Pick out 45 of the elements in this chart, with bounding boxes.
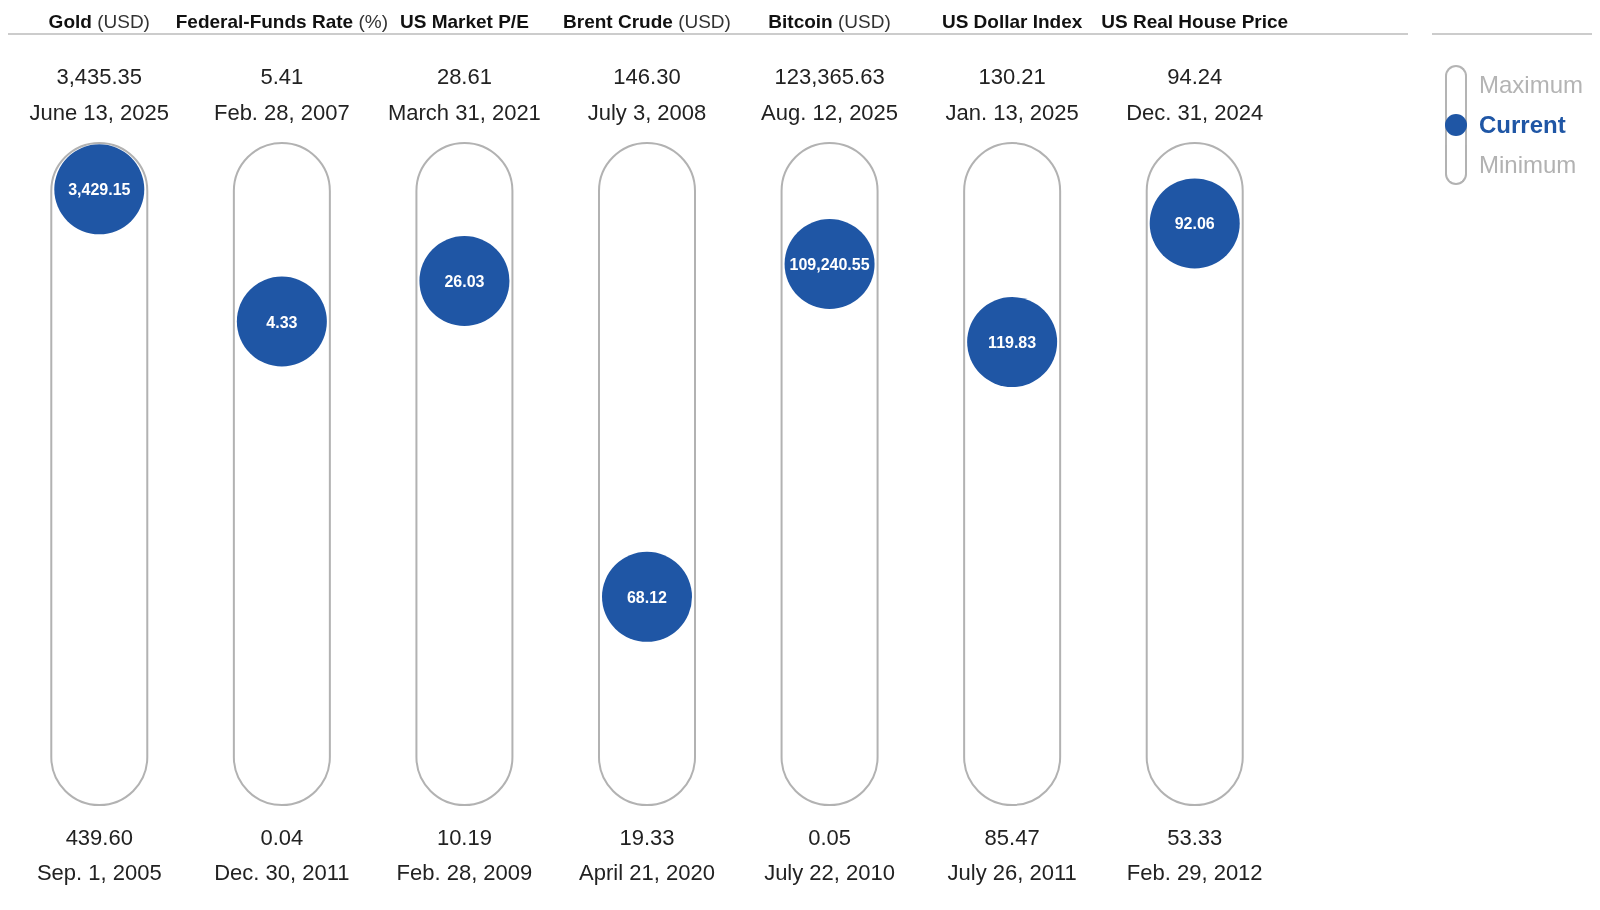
text: Dec. 30, 2011: [214, 860, 350, 885]
text: Feb. 29, 2012: [1126, 860, 1263, 885]
data-label: 146.30: [613, 64, 681, 89]
data-label: 3,429.15: [68, 181, 131, 199]
text: Aug. 12, 2025: [761, 100, 899, 125]
data-label: 4.33: [266, 313, 298, 331]
legend-label: Minimum: [1479, 151, 1577, 179]
text: Dec. 31, 2024: [1126, 100, 1264, 125]
legend-label: Current: [1479, 111, 1566, 139]
text: March 31, 2021: [387, 100, 541, 125]
data-label: 85.47: [984, 825, 1040, 850]
text: Jan. 13, 2025: [945, 100, 1079, 125]
data-label: 119.83: [988, 334, 1037, 352]
text: Feb. 28, 2009: [396, 860, 533, 885]
text: June 13, 2025: [29, 100, 170, 125]
category-label: US Dollar Index: [941, 11, 1083, 32]
legend-label: Maximum: [1479, 71, 1584, 99]
data-label: 0.05: [808, 825, 851, 850]
data-label: 0.04: [260, 825, 304, 850]
data-label: 130.21: [978, 64, 1046, 89]
data-label: 19.33: [619, 825, 675, 850]
data-label: 5.41: [260, 64, 304, 89]
data-label: 439.60: [65, 825, 133, 850]
category-label: Bitcoin (USD): [768, 11, 891, 32]
text: July 3, 2008: [587, 100, 707, 125]
data-label: 92.06: [1174, 215, 1215, 233]
category-label: US Market P/E: [400, 11, 529, 32]
text: July 26, 2011: [947, 860, 1077, 885]
data-label: 26.03: [444, 273, 485, 290]
data-label: 3,435.35: [56, 64, 143, 89]
data-label: 109,240.55: [789, 256, 870, 274]
category-label: Brent Crude (USD): [563, 11, 731, 32]
text: Feb. 28, 2007: [213, 100, 350, 125]
data-label: 10.19: [436, 825, 492, 850]
text: Sep. 1, 2005: [36, 860, 162, 885]
data-label: 53.33: [1167, 825, 1223, 850]
text: April 21, 2020: [579, 860, 715, 885]
data-label: 68.12: [626, 588, 668, 606]
text: July 22, 2010: [764, 860, 896, 885]
data-label: 94.24: [1167, 64, 1223, 89]
category-label: Gold (USD): [48, 11, 150, 32]
data-label: 28.61: [436, 64, 492, 89]
data-label: 123,365.63: [774, 64, 885, 89]
category-label: US Real House Price: [1101, 11, 1289, 32]
category-label: Federal-Funds Rate (%): [175, 11, 388, 32]
